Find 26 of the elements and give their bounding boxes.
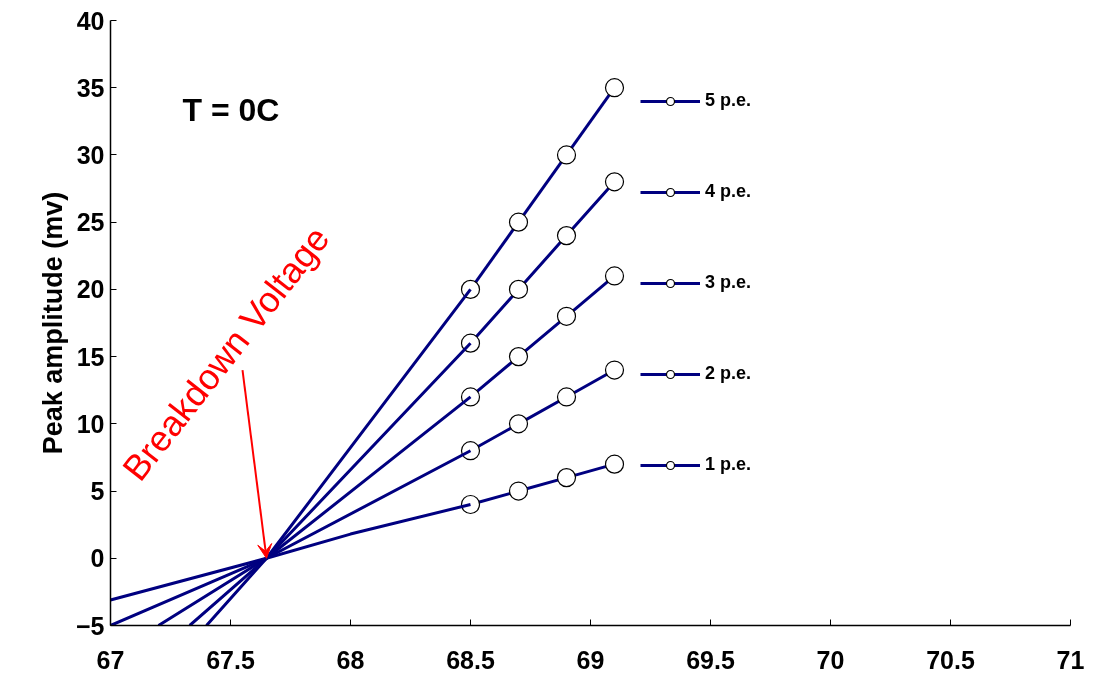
x-tick-label: 67.5 xyxy=(206,645,255,674)
legend-label: 5 p.e. xyxy=(705,90,752,111)
x-tick-label: 70 xyxy=(816,645,845,674)
legend-label: 1 p.e. xyxy=(705,454,752,475)
y-tick-label: 20 xyxy=(76,275,105,304)
legend-label: 4 p.e. xyxy=(705,181,752,202)
y-tick-label: 40 xyxy=(76,6,105,35)
y-tick-label: 25 xyxy=(76,208,105,237)
x-tick-label: 68 xyxy=(336,645,365,674)
x-tick-label: 69.5 xyxy=(686,645,735,674)
x-tick-label: 69 xyxy=(576,645,605,674)
annotation: T = 0C xyxy=(182,92,280,129)
legend-label: 2 p.e. xyxy=(705,363,752,384)
y-tick-label: 15 xyxy=(76,342,105,371)
x-tick-label: 71 xyxy=(1056,645,1085,674)
y-axis-title: Peak amplitude (mv) xyxy=(38,191,68,455)
legend-label: 3 p.e. xyxy=(705,272,752,293)
x-tick-label: 67 xyxy=(96,645,125,674)
y-tick-label: 5 xyxy=(90,477,105,506)
y-tick-label: 35 xyxy=(76,73,105,102)
x-tick-label: 68.5 xyxy=(446,645,495,674)
y-tick-label: 10 xyxy=(76,409,105,438)
y-tick-label: 0 xyxy=(90,544,105,573)
y-tick-label: 30 xyxy=(76,140,105,169)
y-tick-label: −5 xyxy=(76,611,105,640)
x-tick-label: 70.5 xyxy=(926,645,975,674)
